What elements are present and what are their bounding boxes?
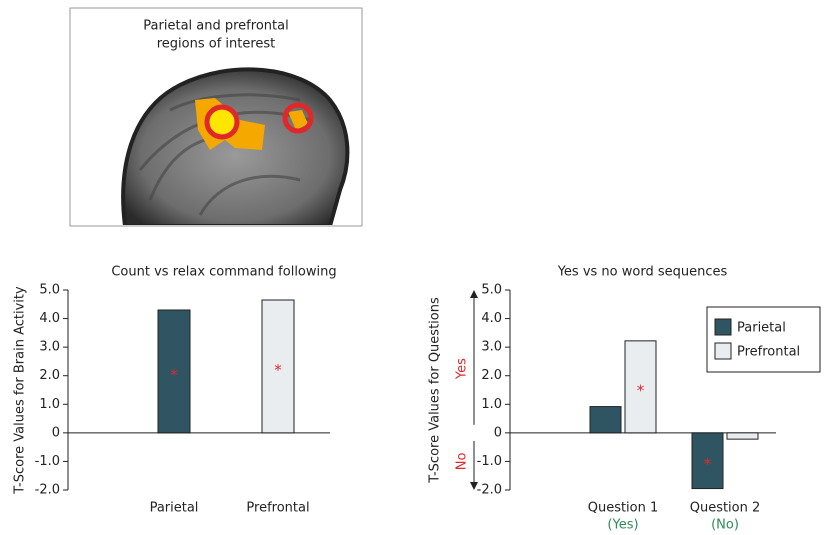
legend-label: Parietal	[737, 321, 786, 336]
y-axis-label: T-Score Values for Questions	[428, 297, 443, 484]
y-tick-label: 3.0	[481, 340, 502, 355]
arrow-head	[470, 290, 478, 298]
direction-label: Yes	[455, 358, 470, 380]
chart-title: Yes vs no word sequences	[557, 265, 728, 280]
x-tick-label: Parietal	[150, 501, 199, 516]
y-tick-label: 2.0	[481, 368, 502, 383]
bar	[726, 432, 759, 440]
y-tick-label: 4.0	[39, 311, 60, 326]
y-tick-label: 5.0	[481, 283, 502, 298]
activation-prefrontal	[288, 110, 308, 130]
x-tick-label: Question 2	[690, 501, 761, 516]
y-tick-label: 2.0	[39, 368, 60, 383]
bar	[589, 406, 622, 434]
y-tick-label: 3.0	[39, 340, 60, 355]
x-tick-sublabel: (Yes)	[607, 518, 638, 533]
bar	[624, 340, 657, 434]
x-tick-label: Question 1	[588, 501, 659, 516]
y-tick-label: -1.0	[477, 454, 502, 469]
roi-circle	[204, 104, 240, 140]
bar	[261, 299, 295, 434]
y-tick-label: 4.0	[481, 311, 502, 326]
y-tick-label: 5.0	[39, 283, 60, 298]
y-tick-label: 1.0	[39, 397, 60, 412]
y-axis-label: T-Score Values for Brain Activity	[13, 286, 28, 495]
x-tick-label: Prefrontal	[246, 501, 309, 516]
x-tick-sublabel: (No)	[711, 518, 739, 533]
y-tick-label: 0	[494, 425, 502, 440]
legend-label: Prefrontal	[737, 345, 800, 360]
brain-image: Parietal and prefrontal regions of inter…	[69, 7, 363, 227]
y-tick-label: -2.0	[477, 483, 502, 498]
significance-marker: *	[637, 381, 645, 399]
significance-marker: *	[704, 455, 712, 473]
y-tick-label: -2.0	[35, 483, 60, 498]
bar	[691, 432, 724, 490]
legend-box	[706, 306, 821, 373]
activation-core	[209, 110, 235, 134]
legend-swatch	[714, 318, 732, 336]
significance-marker: *	[170, 366, 178, 384]
bar	[157, 309, 191, 434]
roi-circle	[282, 102, 314, 134]
legend-swatch	[714, 342, 732, 360]
image-title: regions of interest	[157, 37, 276, 52]
y-tick-label: 0	[52, 425, 60, 440]
direction-label: No	[455, 453, 470, 471]
chart-title: Count vs relax command following	[111, 265, 336, 280]
image-title: Parietal and prefrontal	[143, 19, 288, 34]
y-tick-label: -1.0	[35, 454, 60, 469]
arrow-head	[470, 482, 478, 490]
y-tick-label: 1.0	[481, 397, 502, 412]
significance-marker: *	[274, 361, 282, 379]
